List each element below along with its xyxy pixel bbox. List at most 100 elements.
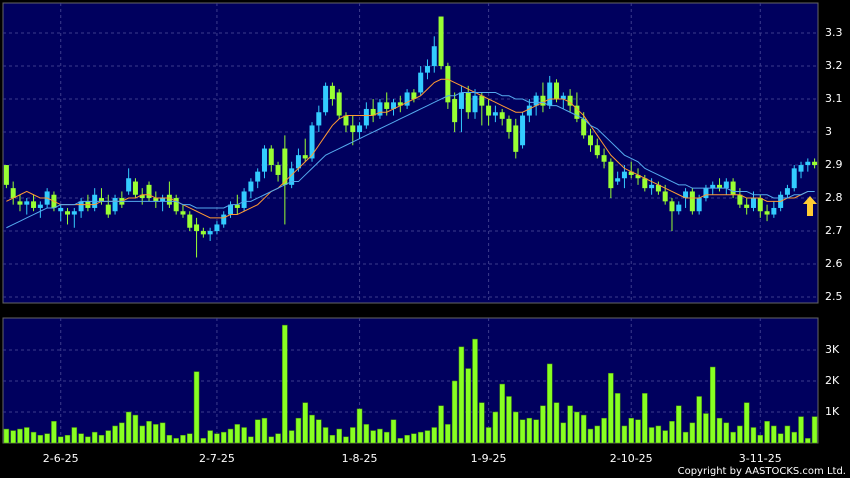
volume-bar	[261, 417, 268, 444]
y-tick-label: 2.8	[825, 191, 843, 204]
candle-body	[295, 155, 301, 169]
volume-bar	[139, 425, 145, 444]
candle-body	[615, 178, 621, 182]
volume-bar	[574, 411, 580, 444]
candle-body	[343, 115, 349, 126]
candle-body	[323, 85, 329, 113]
candle-body	[452, 99, 458, 123]
volume-bar	[655, 425, 662, 444]
volume-bar	[580, 414, 587, 444]
candle-body	[166, 194, 172, 205]
volume-bar	[64, 434, 71, 444]
volume-bar	[546, 363, 553, 444]
candle-body	[431, 46, 437, 67]
candle-body	[200, 231, 206, 235]
volume-bar	[30, 431, 37, 444]
volume-bar	[166, 434, 173, 444]
candle-body	[228, 204, 234, 215]
volume-bar	[329, 434, 336, 444]
volume-bar	[227, 428, 234, 444]
candle-body	[153, 198, 159, 202]
candle-body	[248, 181, 254, 192]
volume-bar	[519, 419, 526, 444]
volume-bar	[465, 368, 471, 444]
volume-bar	[119, 422, 125, 444]
candle-body	[384, 102, 390, 109]
volume-bar	[587, 428, 594, 444]
volume-bar	[193, 371, 200, 444]
candle-body	[554, 82, 560, 100]
x-tick-label: 2-10-25	[610, 452, 653, 465]
candle-body	[268, 148, 274, 166]
volume-bar	[737, 425, 743, 444]
candle-body	[486, 105, 492, 116]
volume-bar	[777, 433, 784, 444]
volume-bar	[10, 430, 16, 444]
volume-bar	[743, 402, 750, 444]
candle-body	[105, 204, 111, 215]
candle-body	[655, 184, 661, 192]
candle-body	[458, 92, 464, 109]
candle-body	[581, 118, 587, 136]
volume-bar	[696, 396, 702, 444]
volume-bar	[390, 419, 397, 444]
candle-body	[173, 198, 179, 212]
candle-body	[132, 181, 138, 195]
candle-body	[357, 125, 363, 133]
volume-bar	[642, 393, 648, 444]
candle-body	[465, 92, 471, 113]
candle-body	[737, 194, 743, 205]
volume-bar	[628, 417, 634, 444]
volume-bar	[682, 431, 689, 444]
candle-body	[805, 161, 811, 166]
candle-body	[329, 85, 335, 100]
volume-bar	[187, 433, 193, 444]
candle-body	[710, 184, 716, 189]
candle-body	[683, 191, 689, 199]
volume-bar	[316, 419, 322, 444]
candle-body	[58, 207, 64, 212]
candle-body	[214, 224, 220, 232]
volume-bar	[322, 427, 329, 444]
volume-bar	[424, 430, 431, 444]
candle-body	[757, 198, 763, 212]
moving-average-line	[6, 78, 815, 219]
volume-bar	[282, 324, 288, 444]
volume-bar	[268, 436, 275, 444]
candle-body	[71, 211, 77, 215]
volume-bar	[275, 433, 281, 444]
candle-body	[78, 201, 84, 212]
candle-body	[261, 148, 267, 172]
x-tick-label: 1-8-25	[342, 452, 378, 465]
volume-bar	[146, 421, 152, 444]
volume-bar	[662, 430, 668, 444]
y-tick-label: 2.7	[825, 224, 843, 237]
volume-bar	[608, 372, 614, 444]
y-tick-label: 2.5	[825, 290, 843, 303]
candle-body	[139, 194, 145, 199]
volume-bar	[458, 346, 465, 444]
volume-bar	[451, 380, 458, 444]
candle-body	[594, 145, 600, 156]
volume-bar	[417, 431, 424, 444]
candle-body	[771, 207, 777, 215]
volume-bar	[207, 430, 213, 444]
volume-bar	[771, 425, 777, 444]
candle-body	[424, 66, 430, 73]
volume-bar	[533, 419, 539, 444]
volume-bar	[730, 431, 736, 444]
volume-bar	[241, 427, 247, 444]
candle-body	[798, 165, 804, 172]
volume-bar	[757, 434, 764, 444]
volume-bar	[214, 433, 220, 444]
volume-bar	[594, 425, 601, 444]
volume-bar	[513, 411, 519, 444]
volume-bar	[159, 422, 166, 444]
x-tick-label: 1-9-25	[471, 452, 507, 465]
candle-body	[445, 66, 451, 103]
candle-body	[635, 174, 641, 179]
candle-body	[194, 224, 200, 232]
candle-body	[513, 125, 519, 152]
